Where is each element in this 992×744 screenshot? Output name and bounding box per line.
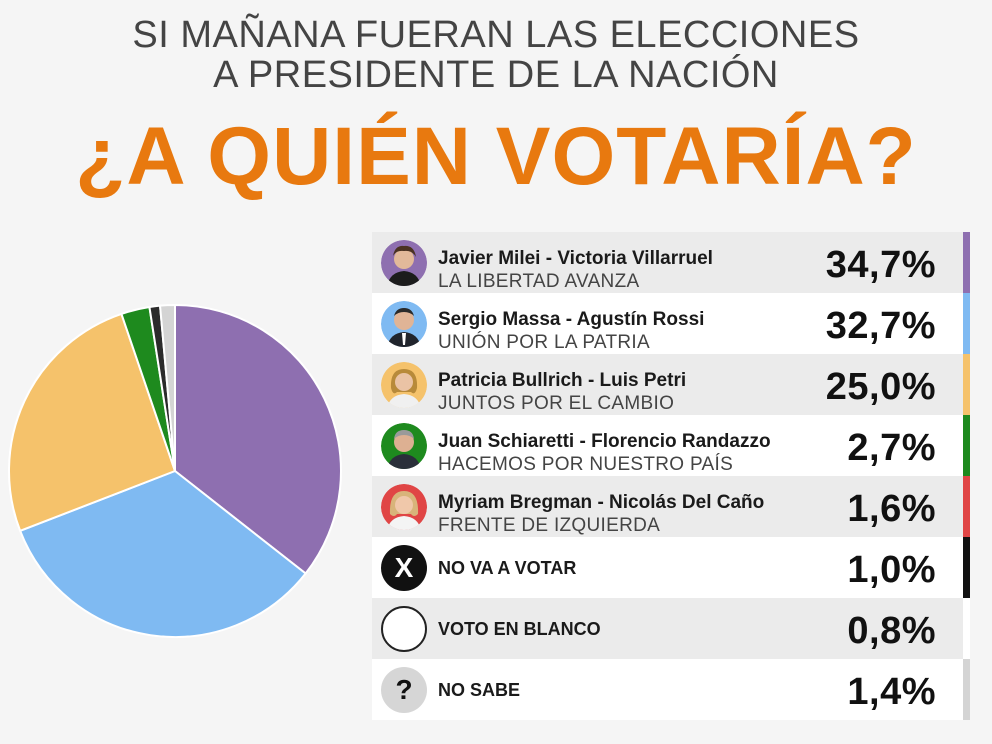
color-stripe <box>963 476 970 537</box>
percentage: 0,8% <box>847 610 936 652</box>
pie-slice <box>8 312 177 533</box>
table-row: Sergio Massa - Agustín Rossi UNIÓN POR L… <box>372 293 970 354</box>
party-name: LA LIBERTAD AVANZA <box>438 271 640 292</box>
candidate-names: Sergio Massa - Agustín Rossi <box>438 309 705 330</box>
candidate-names: Patricia Bullrich - Luis Petri <box>438 370 687 391</box>
x-circle-icon: X <box>381 545 427 591</box>
milei-photo <box>381 240 427 286</box>
schiaretti-photo <box>381 423 427 469</box>
pie-slice <box>158 303 176 472</box>
table-row: ? NO SABE 1,4% <box>372 659 970 720</box>
color-stripe <box>963 659 970 720</box>
table-row: X NO VA A VOTAR 1,0% <box>372 537 970 598</box>
results-table: Javier Milei - Victoria Villarruel LA LI… <box>372 232 970 720</box>
question-circle-icon: ? <box>381 667 427 713</box>
percentage: 34,7% <box>825 244 936 286</box>
percentage: 1,0% <box>847 549 936 591</box>
subtitle-line-2: A PRESIDENTE DE LA NACIÓN <box>213 54 779 96</box>
candidate-names: Javier Milei - Victoria Villarruel <box>438 248 713 269</box>
empty-circle-icon <box>381 606 427 652</box>
percentage: 25,0% <box>825 366 936 408</box>
color-stripe <box>963 598 970 659</box>
percentage: 2,7% <box>847 427 936 469</box>
table-row: Patricia Bullrich - Luis Petri JUNTOS PO… <box>372 354 970 415</box>
bregman-photo <box>381 484 427 530</box>
bullrich-photo <box>381 362 427 408</box>
color-stripe <box>963 537 970 598</box>
percentage: 1,4% <box>847 671 936 713</box>
party-name: HACEMOS POR NUESTRO PAÍS <box>438 454 734 475</box>
party-name: JUNTOS POR EL CAMBIO <box>438 393 675 414</box>
party-name: FRENTE DE IZQUIERDA <box>438 515 661 536</box>
page-title: ¿A QUIÉN VOTARÍA? <box>75 111 917 202</box>
percentage: 1,6% <box>847 488 936 530</box>
candidate-names: Myriam Bregman - Nicolás Del Caño <box>438 492 765 513</box>
percentage: 32,7% <box>825 305 936 347</box>
table-row: Myriam Bregman - Nicolás Del Caño FRENTE… <box>372 476 970 537</box>
color-stripe <box>963 354 970 415</box>
option-label: VOTO EN BLANCO <box>438 619 601 639</box>
option-label: NO VA A VOTAR <box>438 558 577 578</box>
color-stripe <box>963 415 970 476</box>
massa-photo <box>381 301 427 347</box>
color-stripe <box>963 293 970 354</box>
table-row: Javier Milei - Victoria Villarruel LA LI… <box>372 232 970 293</box>
table-row: VOTO EN BLANCO 0,8% <box>372 598 970 659</box>
table-row: Juan Schiaretti - Florencio Randazzo HAC… <box>372 415 970 476</box>
pie-slice <box>18 469 307 638</box>
pie-slice <box>174 303 342 575</box>
pie-chart <box>8 303 342 638</box>
option-label: NO SABE <box>438 680 521 700</box>
party-name: UNIÓN POR LA PATRIA <box>438 332 650 353</box>
candidate-names: Juan Schiaretti - Florencio Randazzo <box>438 431 771 452</box>
subtitle-line-1: SI MAÑANA FUERAN LAS ELECCIONES <box>132 14 860 56</box>
color-stripe <box>963 232 970 293</box>
